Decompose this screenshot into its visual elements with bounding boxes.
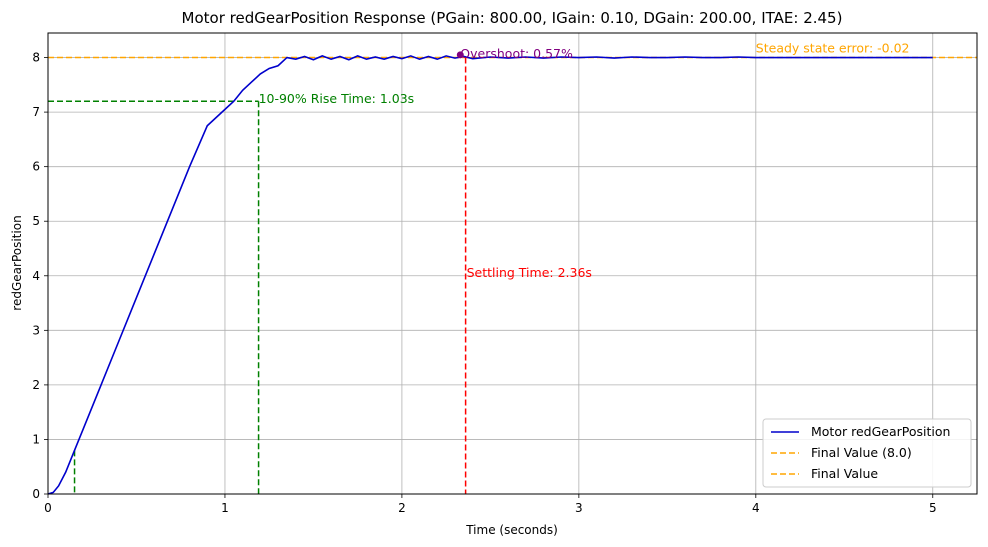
axis-ticks: 0 1 2 3 4 5 0 1 2 3 4 5 6 7 8: [32, 51, 936, 515]
steady-state-error-label: Steady state error: -0.02: [756, 41, 910, 56]
series-line-0: [47, 55, 933, 495]
chart-title: Motor redGearPosition Response (PGain: 8…: [182, 9, 843, 27]
x-tick-label: 0: [44, 501, 52, 515]
x-tick-label: 4: [752, 501, 760, 515]
y-tick-label: 2: [32, 378, 40, 392]
legend-label: Final Value (8.0): [811, 445, 912, 460]
y-tick-label: 1: [32, 432, 40, 446]
y-tick-label: 8: [32, 51, 40, 65]
y-tick-label: 6: [32, 160, 40, 174]
annotations: Overshoot: 0.57% 10-90% Rise Time: 1.03s S…: [259, 41, 910, 280]
x-axis-label: Time (seconds): [465, 523, 558, 537]
y-tick-label: 4: [32, 269, 40, 283]
x-tick-label: 1: [221, 501, 229, 515]
y-tick-label: 5: [32, 214, 40, 228]
legend-label: Motor redGearPosition: [811, 424, 950, 439]
legend-box: [762, 418, 972, 488]
legend-label: Final Value: [811, 466, 878, 481]
series-layer: [47, 55, 933, 495]
y-axis-label: redGearPosition: [10, 215, 24, 310]
overshoot-label: Overshoot: 0.57%: [460, 46, 573, 61]
legend: Motor redGearPosition Final Value (8.0) Fi…: [762, 418, 972, 488]
settling-time-label: Settling Time: 2.36s: [467, 265, 592, 280]
x-tick-label: 5: [929, 501, 937, 515]
y-tick-label: 7: [32, 105, 40, 119]
y-tick-label: 0: [32, 487, 40, 501]
rise-time-label: 10-90% Rise Time: 1.03s: [259, 91, 415, 106]
x-tick-label: 2: [398, 501, 406, 515]
overshoot-marker: [456, 51, 464, 59]
x-tick-label: 3: [575, 501, 583, 515]
plot-frame: [47, 32, 978, 495]
y-tick-label: 3: [32, 323, 40, 337]
